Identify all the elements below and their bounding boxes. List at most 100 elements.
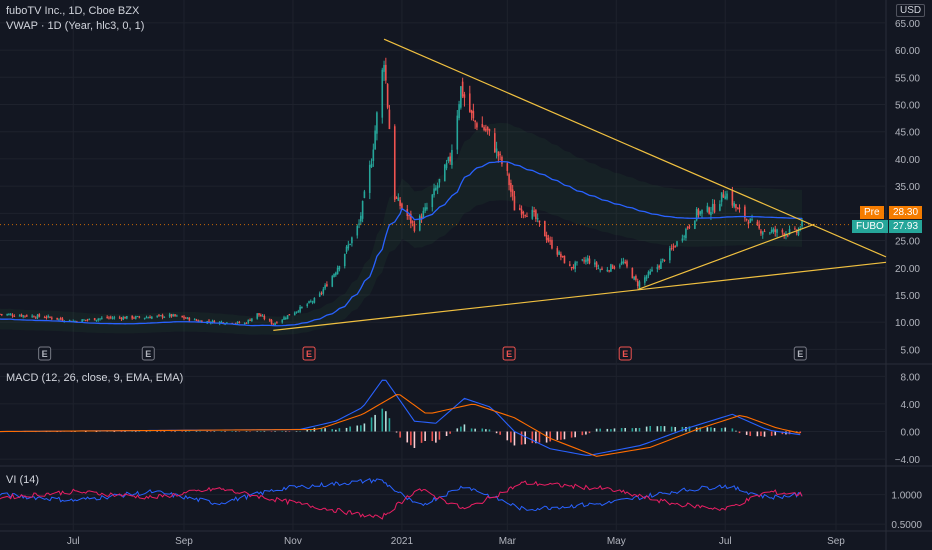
candle-body [293, 312, 296, 316]
macd-hist-bar [563, 431, 566, 440]
candle-body [501, 156, 503, 164]
vwap-band-layer [0, 122, 803, 335]
candle-body [33, 316, 35, 318]
trendline[interactable] [637, 223, 815, 291]
trendline[interactable] [383, 38, 887, 258]
price-tick-label: 60.00 [895, 46, 920, 57]
macd-hist-bar [238, 431, 241, 433]
candle-body [9, 314, 12, 316]
earnings-marker[interactable]: E [141, 346, 155, 361]
candle-body [236, 321, 239, 324]
vi-minus-line [0, 480, 803, 520]
candle-body [549, 240, 551, 242]
macd-hist-bar [506, 431, 509, 441]
currency-badge[interactable]: USD [896, 4, 926, 17]
candle-body [268, 319, 271, 321]
candle-body [695, 208, 698, 221]
macd-hist-bar [538, 431, 541, 443]
vi-legend: VI (14) [6, 474, 40, 486]
candle-body [463, 94, 466, 98]
candle-body [751, 219, 753, 221]
candle-body [581, 259, 584, 261]
candle-body [688, 226, 691, 228]
candle-body [111, 317, 114, 319]
candle-body [738, 207, 741, 210]
candle-body [333, 274, 335, 278]
candle-body [624, 262, 627, 264]
candle-body [763, 230, 766, 232]
candle-body [159, 315, 162, 317]
candle-body [531, 209, 534, 219]
candle-body [801, 220, 803, 227]
candle-body [610, 264, 612, 272]
candle-body [172, 314, 175, 317]
candle-body [681, 238, 684, 241]
candle-body [511, 189, 514, 197]
earnings-marker[interactable]: E [618, 346, 632, 361]
candle-body [685, 228, 687, 239]
macd-hist-bar [84, 431, 87, 433]
candle-body [188, 317, 191, 321]
candle-body [243, 322, 246, 324]
macd-hist-bar [374, 414, 376, 432]
candle-body [497, 151, 500, 157]
macd-hist-bar [688, 426, 691, 432]
candle-body [170, 314, 173, 317]
macd-hist-bar [713, 428, 716, 432]
candle-body [711, 203, 714, 211]
candle-body [22, 315, 25, 317]
candle-body [533, 210, 535, 213]
candle-body [411, 221, 414, 223]
candle-body [670, 247, 673, 249]
candle-body [401, 203, 403, 209]
macd-hist-bar [256, 431, 259, 432]
candle-body [770, 229, 773, 233]
macd-hist-bar [338, 428, 341, 432]
candle-body [336, 267, 339, 275]
candle-body [197, 320, 200, 322]
earnings-marker-label: E [306, 349, 312, 359]
macd-hist-bar [259, 431, 262, 432]
earnings-marker[interactable]: E [793, 346, 807, 361]
candle-body [713, 203, 716, 213]
macd-hist-bar [124, 431, 126, 432]
macd-hist-bar [188, 431, 191, 432]
candle-body [163, 316, 166, 318]
candle-body [247, 319, 250, 323]
candle-body [760, 230, 762, 234]
candle-body [626, 261, 628, 267]
vi-tick-label: 0.5000 [891, 520, 922, 531]
earnings-marker[interactable]: E [38, 346, 52, 361]
macd-hist-bar [406, 431, 409, 443]
macd-hist-bar [720, 428, 723, 432]
earnings-marker[interactable]: E [502, 346, 516, 361]
macd-hist-bar [735, 430, 737, 432]
candle-body [360, 215, 362, 222]
candle-body [136, 316, 139, 318]
candle-body [345, 246, 348, 252]
earnings-marker[interactable]: E [302, 346, 316, 361]
macd-hist-bar [549, 431, 551, 442]
macd-hist-bar [174, 431, 176, 433]
candle-body [447, 157, 450, 162]
macd-hist-bar [131, 431, 133, 432]
candle-body [694, 220, 696, 229]
macd-hist-bar [774, 431, 777, 436]
macd-hist-bar [270, 431, 273, 433]
candle-body [174, 314, 176, 317]
macd-tick-label: 0.00 [901, 428, 921, 439]
macd-hist-bar [645, 426, 648, 432]
candle-body [36, 314, 39, 319]
candle-body [458, 104, 460, 119]
candle-body [438, 178, 441, 183]
candle-body [338, 266, 341, 270]
candle-body [368, 164, 371, 194]
candle-body [184, 317, 187, 319]
macd-hist-bar [70, 431, 73, 433]
trendline[interactable] [273, 261, 887, 331]
candle-body [647, 271, 650, 276]
candle-body [488, 128, 491, 132]
